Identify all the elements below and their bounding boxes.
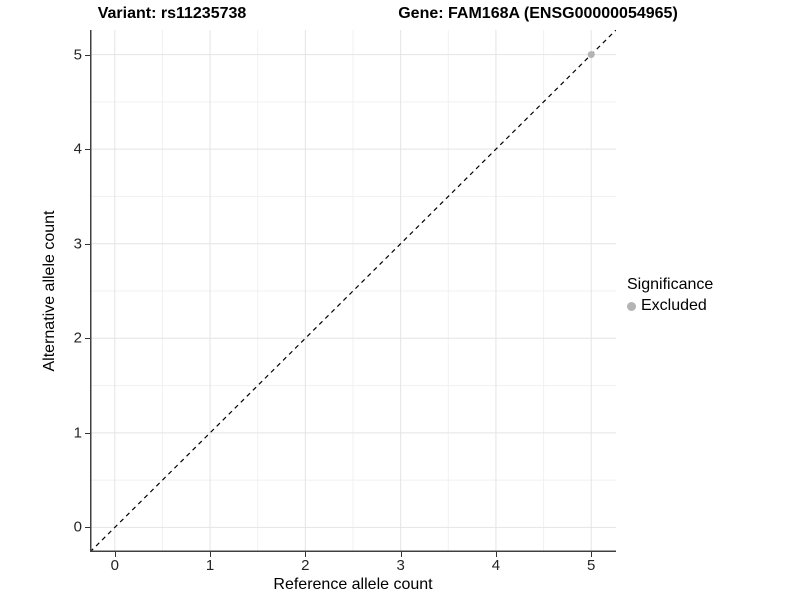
y-tick-label: 5 — [73, 46, 82, 64]
y-tick-mark — [85, 527, 90, 529]
plot-panel — [90, 30, 616, 552]
y-tick-label: 2 — [73, 329, 82, 347]
x-tick-label: 1 — [205, 557, 215, 574]
y-axis-title: Alternative allele count — [41, 210, 58, 372]
y-tick-label: 1 — [73, 424, 82, 442]
x-tick-mark — [114, 552, 116, 557]
legend-key-point-icon — [627, 301, 636, 311]
y-tick-label: 4 — [73, 140, 82, 158]
legend-item-excluded: Excluded — [627, 297, 713, 315]
x-tick-mark — [400, 552, 402, 557]
legend: Significance Excluded — [627, 276, 713, 315]
legend-item-label: Excluded — [641, 297, 707, 314]
x-axis-title: Reference allele count — [273, 576, 433, 593]
y-tick-label: 0 — [73, 518, 82, 536]
x-tick-mark — [495, 552, 497, 557]
plot-title-variant: Variant: rs11235738 — [97, 5, 247, 22]
x-tick-label: 2 — [301, 557, 310, 574]
x-tick-label: 5 — [587, 557, 596, 574]
x-tick-mark — [305, 552, 307, 557]
x-tick-label: 4 — [491, 557, 501, 574]
scatter-plot-canvas — [90, 30, 616, 552]
legend-title: Significance — [627, 276, 714, 293]
y-tick-mark — [85, 338, 90, 340]
x-tick-label: 0 — [110, 557, 119, 574]
y-tick-mark — [85, 149, 90, 151]
y-tick-mark — [85, 54, 90, 56]
data-point-excluded — [587, 51, 595, 59]
x-tick-label: 3 — [396, 557, 405, 574]
x-tick-mark — [591, 552, 593, 557]
y-tick-label: 3 — [73, 235, 82, 253]
x-tick-mark — [210, 552, 212, 557]
y-tick-mark — [85, 432, 90, 434]
plot-title-gene: Gene: FAM168A (ENSG00000054965) — [398, 5, 678, 22]
y-tick-mark — [85, 243, 90, 245]
